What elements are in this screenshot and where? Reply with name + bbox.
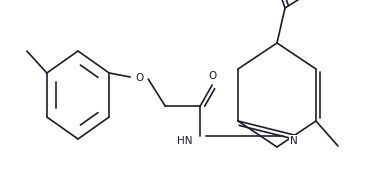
Text: O: O [135, 73, 143, 83]
Text: O: O [208, 71, 216, 81]
Text: N: N [290, 136, 298, 146]
Text: HN: HN [177, 136, 192, 146]
